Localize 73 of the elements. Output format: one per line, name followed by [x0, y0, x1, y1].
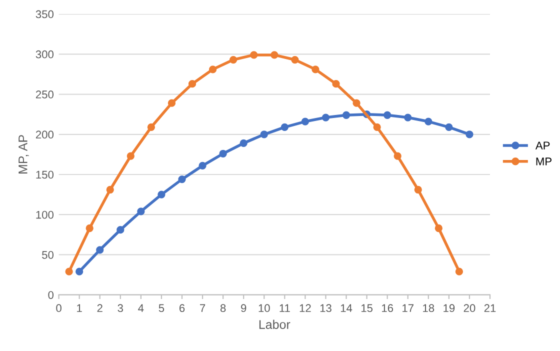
point: [86, 224, 94, 232]
point: [466, 130, 474, 138]
point: [76, 268, 84, 276]
point: [178, 175, 186, 184]
legend-label: AP: [535, 142, 550, 150]
point: [168, 99, 176, 107]
point: [312, 66, 320, 74]
x-tick-label: 17: [402, 304, 414, 312]
y-tick-label: 300: [36, 50, 54, 58]
x-tick-label: 12: [300, 304, 311, 312]
point: [158, 190, 166, 198]
point: [270, 51, 278, 59]
point: [260, 130, 268, 138]
point: [434, 224, 442, 232]
x-tick-label: 19: [444, 304, 455, 312]
point: [137, 208, 145, 216]
y-tick-label: 250: [36, 90, 54, 98]
point: [280, 123, 288, 131]
x-tick-label: 20: [464, 304, 476, 312]
point: [188, 80, 196, 88]
point: [147, 123, 156, 131]
legend-label: MP: [536, 158, 552, 166]
point: [445, 123, 453, 131]
point: [230, 56, 238, 64]
y-tick-label: 350: [36, 10, 54, 18]
y-tick-label: 100: [36, 210, 54, 219]
y-tick-label: 0: [48, 291, 54, 299]
point: [240, 139, 248, 148]
x-axis-title: Labor: [259, 320, 290, 329]
point: [301, 118, 310, 126]
point: [126, 152, 134, 160]
x-tick-label: 10: [258, 304, 270, 312]
y-axis-title: MP, AP: [18, 135, 29, 174]
x-tick-label: 15: [361, 304, 373, 312]
x-tick-label: 6: [179, 304, 185, 312]
point: [352, 99, 360, 107]
point: [342, 111, 350, 119]
point: [394, 152, 402, 160]
point: [384, 111, 392, 119]
x-tick-label: 18: [423, 304, 434, 312]
x-tick-label: 1: [77, 304, 82, 312]
point: [424, 118, 432, 126]
point: [198, 162, 206, 170]
x-tick-label: 16: [382, 304, 394, 312]
x-tick-label: 0: [56, 304, 62, 312]
x-tick-label: 14: [340, 304, 352, 312]
x-tick-label: 21: [484, 304, 496, 312]
x-tick-label: 5: [158, 304, 164, 312]
x-tick-label: 13: [320, 304, 332, 312]
point: [250, 51, 258, 59]
point: [219, 150, 227, 158]
point: [455, 268, 464, 276]
x-tick-label: 9: [241, 304, 246, 312]
point: [332, 80, 340, 88]
point: [404, 114, 412, 122]
x-tick-label: 2: [97, 304, 102, 312]
x-tick-label: 7: [200, 304, 206, 312]
point: [65, 268, 73, 276]
point: [96, 246, 104, 254]
x-tick-label: 8: [220, 304, 226, 312]
point: [322, 114, 330, 122]
point: [116, 226, 124, 234]
y-tick-label: 150: [36, 170, 54, 179]
x-tick-label: 3: [118, 304, 123, 312]
point: [291, 56, 299, 64]
point: [208, 66, 217, 74]
point: [106, 186, 114, 194]
x-tick-label: 4: [138, 304, 144, 312]
point: [373, 123, 381, 131]
x-tick-label: 11: [280, 304, 290, 312]
y-tick-label: 200: [36, 130, 54, 139]
point: [414, 186, 422, 194]
y-tick-label: 50: [42, 250, 54, 259]
